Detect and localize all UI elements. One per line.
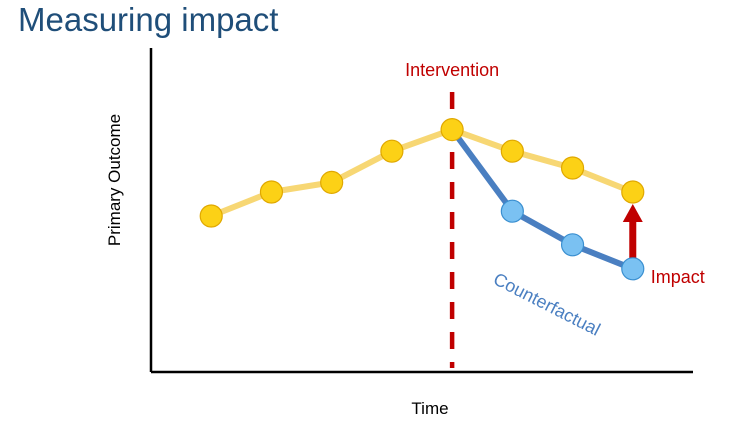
impact-arrow: [622, 204, 643, 259]
x-axis-label: Time: [411, 399, 448, 418]
observed-point: [199, 204, 223, 228]
observed-point: [440, 118, 464, 142]
observed-point: [560, 156, 585, 180]
observed-point: [380, 139, 404, 163]
observed-point: [621, 180, 645, 204]
counterfactual-point: [560, 233, 585, 257]
observed-point: [500, 139, 524, 163]
intervention-label: Intervention: [405, 60, 499, 80]
counterfactual-point: [621, 257, 645, 281]
counterfactual-label: Counterfactual: [490, 269, 603, 340]
counterfactual-point: [500, 199, 524, 223]
counterfactual-series-line: [449, 126, 636, 272]
impact-label: Impact: [651, 267, 705, 287]
observed-point: [259, 180, 284, 204]
observed-point: [320, 170, 344, 194]
y-axis-label: Primary Outcome: [105, 114, 124, 246]
slide-title: Measuring impact: [18, 1, 279, 38]
